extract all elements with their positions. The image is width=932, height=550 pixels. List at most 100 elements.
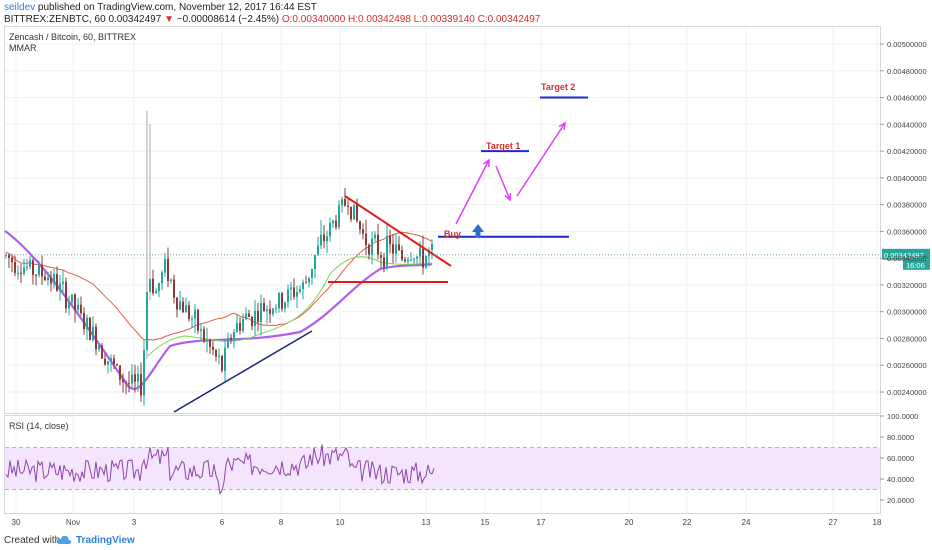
rsi-tick-label: 40.0000 [887, 475, 914, 484]
candle-body [359, 221, 361, 230]
candle-body [62, 281, 64, 284]
candle-body [260, 303, 262, 323]
candle-body [128, 383, 130, 385]
rsi-title: RSI (14, close) [9, 421, 69, 431]
price-tick-label: 0.00300000 [887, 308, 927, 317]
candle-body [332, 220, 334, 224]
footer: Created with TradingView [0, 530, 932, 550]
candle-body [203, 329, 205, 342]
candle-body [14, 262, 16, 273]
candle-body [116, 364, 118, 366]
arrow-to-target1-head [482, 158, 490, 168]
candle-body [266, 309, 268, 312]
candle-body [146, 291, 148, 351]
price-tick-label: 0.00400000 [887, 174, 927, 183]
candle-body [98, 345, 100, 350]
candle-body [86, 317, 88, 330]
price-tick-label: 0.00360000 [887, 227, 927, 236]
candle-body [341, 199, 343, 206]
candle-body [305, 282, 307, 284]
candle-body [251, 316, 253, 327]
candle-body [218, 355, 220, 357]
candle-body [224, 347, 226, 371]
candle-body [335, 220, 337, 228]
triangle-upper-line [344, 195, 452, 267]
candle-body [155, 291, 157, 294]
time-tick-label: 24 [742, 518, 751, 527]
candle-body [173, 279, 175, 298]
candle-body [11, 257, 13, 263]
candle-body [278, 292, 280, 309]
candle-body [185, 305, 187, 313]
candle-body [20, 272, 22, 274]
rsi-band [5, 447, 880, 490]
legend-title: Zencash / Bitcoin, 60, BITTREX [9, 32, 136, 42]
candle-body [17, 272, 19, 274]
price-tick-label: 0.00500000 [887, 40, 927, 49]
candle-body [257, 310, 259, 323]
candle-body [95, 326, 97, 350]
candle-body [149, 278, 151, 292]
change: −0.00008614 (−2.45%) [176, 14, 280, 25]
candle-body [56, 273, 58, 291]
rsi-tick-label: 60.0000 [887, 454, 914, 463]
candle-body [245, 313, 247, 320]
candle-body [281, 292, 283, 309]
candle-body [110, 358, 112, 362]
candle-body [302, 282, 304, 290]
time-tick-label: 10 [336, 518, 345, 527]
candle-body [140, 373, 142, 396]
tradingview-brand[interactable]: TradingView [76, 535, 135, 546]
candle-body [206, 339, 208, 342]
price-tick-label: 0.00440000 [887, 120, 927, 129]
rsi-tick-label: 100.0000 [887, 412, 918, 421]
time-tick-label: Nov [66, 518, 80, 527]
candle-body [272, 308, 274, 314]
candle-body [80, 304, 82, 314]
candle-body [122, 379, 124, 383]
rsi-line [5, 444, 435, 496]
buy-label: Buy [444, 229, 461, 239]
candle-body [215, 350, 217, 357]
time-tick-label: 8 [279, 518, 284, 527]
candle-body [170, 279, 172, 281]
candle-body [317, 245, 319, 255]
price-tick-label: 0.00340000 [887, 254, 927, 263]
candle-body [428, 250, 430, 257]
candle-body [362, 229, 364, 234]
bar-time-label: 16:06 [906, 261, 925, 270]
time-tick-label: 20 [625, 518, 634, 527]
arrow-to-target2-head [558, 121, 566, 131]
ohlc: O:0.00340000 H:0.00342498 L:0.00339140 C… [281, 14, 541, 25]
candle-body [227, 337, 229, 348]
cloud-logo-icon [56, 535, 72, 544]
candle-body [371, 238, 373, 256]
candle-body [248, 313, 250, 317]
candle-body [194, 309, 196, 319]
candle-body [77, 304, 79, 310]
candle-body [395, 244, 397, 254]
candle-body [422, 247, 424, 268]
candle-body [329, 223, 331, 237]
candle-body [176, 297, 178, 310]
target2-label: Target 2 [541, 82, 575, 92]
candle-body [263, 303, 265, 312]
author-link[interactable]: seildev [4, 2, 36, 13]
rsi-tick-label: 80.0000 [887, 433, 914, 442]
candle-body [38, 265, 40, 276]
time-tick-label: 27 [829, 518, 838, 527]
candle-body [182, 301, 184, 313]
arrow-pullback [495, 165, 511, 201]
candle-body [347, 205, 349, 207]
ascending-trendline [173, 330, 313, 413]
candle-body [407, 259, 409, 262]
candle-body [200, 329, 202, 331]
candle-body [368, 244, 370, 256]
candle-body [290, 287, 292, 290]
legend-indicator: MMAR [9, 43, 37, 53]
candle-body [74, 294, 76, 310]
candle-body [410, 259, 412, 261]
candle-body [398, 244, 400, 251]
candle-body [137, 373, 139, 382]
